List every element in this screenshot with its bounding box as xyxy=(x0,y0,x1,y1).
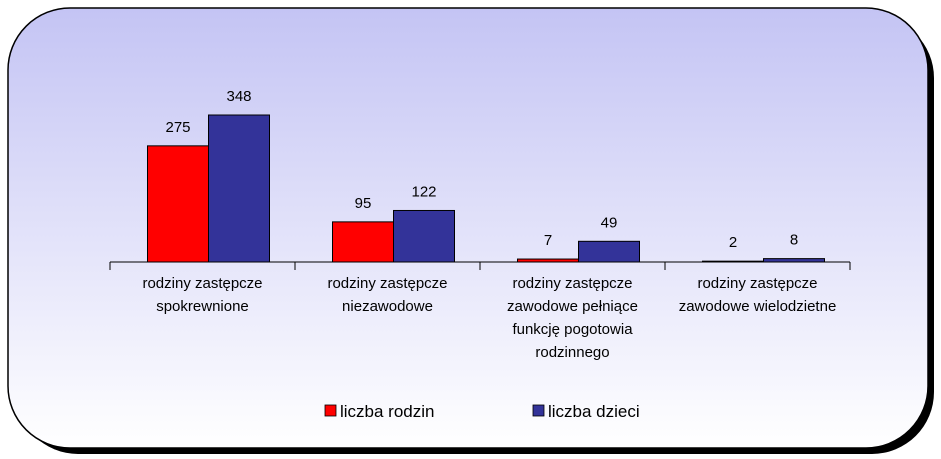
bar xyxy=(332,221,394,263)
data-label: 275 xyxy=(165,119,190,136)
bar xyxy=(147,145,209,263)
x-tick-label: rodziny zastępcze zawodowe pełniące funk… xyxy=(507,275,638,361)
data-label: 348 xyxy=(226,88,251,105)
x-tick-label: rodziny zastępcze niezawodowe xyxy=(327,275,448,315)
legend-label: liczba dzieci xyxy=(548,402,640,421)
data-label: 122 xyxy=(411,183,436,200)
data-label: 2 xyxy=(729,234,737,251)
bar xyxy=(208,114,270,263)
data-label: 49 xyxy=(601,214,618,231)
bar xyxy=(578,240,640,263)
legend-swatch xyxy=(532,404,545,417)
x-tick-label: rodziny zastępcze spokrewnione xyxy=(142,275,263,315)
data-label: 8 xyxy=(790,232,798,249)
legend-label: liczba rodzin xyxy=(340,402,435,421)
bar xyxy=(702,260,764,263)
bar xyxy=(517,258,579,263)
legend-swatch xyxy=(324,404,337,417)
data-label: 95 xyxy=(355,195,372,212)
x-tick-label: rodziny zastępcze zawodowe wielodzietne xyxy=(678,275,837,315)
bar xyxy=(763,258,825,263)
data-label: 7 xyxy=(544,232,552,249)
plot: 275 348 95 122 7 49 2 8 liczba rodzin liczba dzie… xyxy=(109,88,851,421)
bar xyxy=(393,209,455,263)
background xyxy=(7,7,929,449)
